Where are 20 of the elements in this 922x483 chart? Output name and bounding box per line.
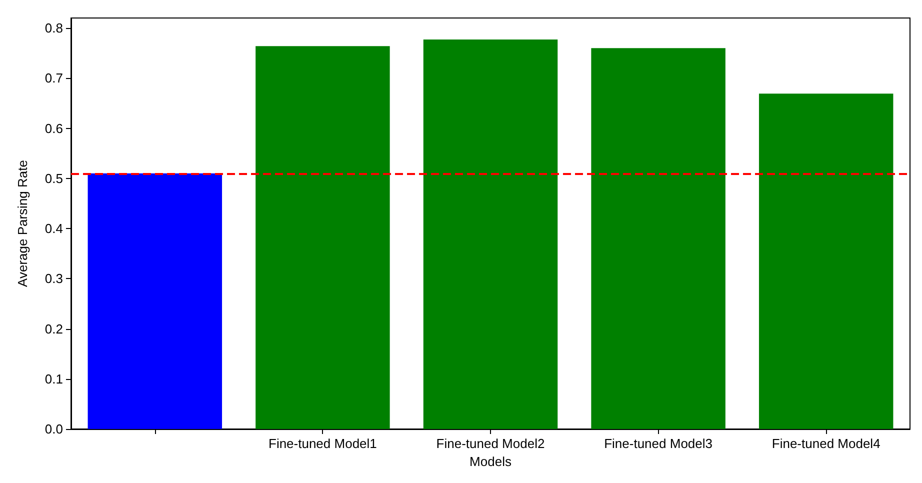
bar xyxy=(591,48,726,429)
y-tick-label: 0.4 xyxy=(44,221,63,236)
y-axis-title: Average Parsing Rate xyxy=(15,160,30,287)
x-tick-label: Fine-tuned Model3 xyxy=(604,436,713,451)
y-tick-label: 0.8 xyxy=(44,20,63,36)
y-tick-label: 0.7 xyxy=(44,70,63,86)
bar xyxy=(758,94,894,429)
bar xyxy=(423,40,558,429)
bar xyxy=(256,46,390,429)
x-tick-label: Fine-tuned Model1 xyxy=(268,436,377,451)
y-tick-label: 0.0 xyxy=(44,422,63,436)
y-tick-label: 0.1 xyxy=(44,371,63,386)
y-tick-label: 0.6 xyxy=(44,120,63,136)
bar xyxy=(88,173,222,429)
x-axis-title: Models xyxy=(470,454,512,469)
y-tick-label: 0.5 xyxy=(44,170,63,186)
y-tick-label: 0.3 xyxy=(44,271,63,286)
x-tick-label: Fine-tuned Model2 xyxy=(436,436,545,451)
y-tick-label: 0.2 xyxy=(44,321,63,336)
x-tick-label: Fine-tuned Model4 xyxy=(772,436,880,451)
